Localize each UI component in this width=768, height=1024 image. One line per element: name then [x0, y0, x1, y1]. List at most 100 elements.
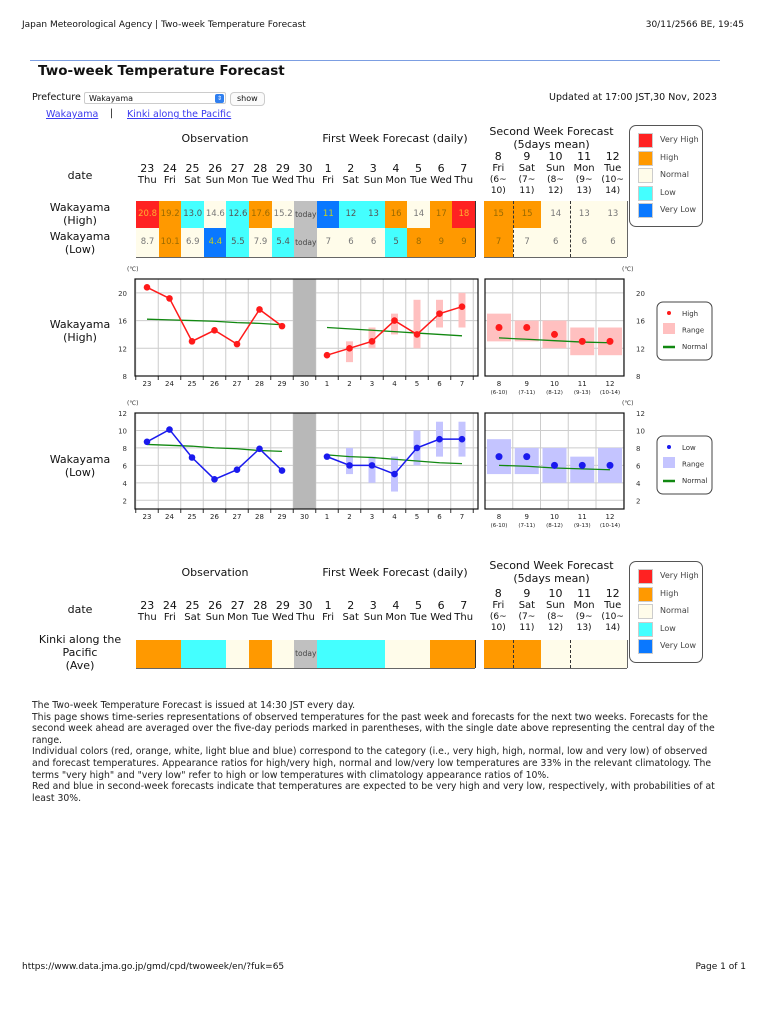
weekday: Wed	[430, 175, 452, 186]
unit-label: (℃)	[127, 400, 138, 407]
x-tick-label: 7	[460, 513, 464, 521]
second-week-cell	[541, 640, 571, 668]
second-week-cell: 13	[569, 201, 599, 228]
period-range: (6~ 10)	[489, 612, 507, 633]
x-tick-label: 1	[325, 380, 329, 388]
period-range: (6~ 10)	[489, 175, 507, 196]
x-tick-label: 8	[497, 380, 501, 388]
day-number: 23	[140, 599, 155, 612]
legend-label: Normal	[682, 477, 707, 485]
date-header: 7 Thu	[450, 600, 477, 624]
forecast-point	[346, 344, 353, 352]
day-number: 12	[605, 150, 620, 163]
weekday: Thu	[454, 612, 474, 623]
period-divider	[512, 201, 514, 257]
weekday: Tue	[409, 175, 428, 186]
x-tick-sublabel: (9-13)	[574, 523, 591, 529]
prefecture-select[interactable]: Wakayama ⇕	[84, 92, 226, 104]
second-plot-frame	[484, 412, 625, 510]
note-3: Individual colors (red, orange, white, l…	[32, 746, 712, 781]
day-number: 27	[230, 162, 245, 175]
date-header: 1 Fri	[315, 600, 342, 624]
date-header: 24 Fri	[157, 600, 184, 624]
category-legend-area: Very High High Normal Low Very Low	[629, 561, 703, 663]
chart-legend-box	[656, 435, 713, 495]
observed-point	[211, 476, 218, 483]
table-cell	[181, 640, 205, 668]
x-tick-label: 2	[347, 380, 351, 388]
second-week-point	[523, 453, 531, 461]
observed-point	[166, 295, 173, 302]
weekday: Fri	[163, 612, 176, 623]
second-week-point	[578, 337, 586, 345]
second-table-right-border	[627, 640, 628, 668]
show-button[interactable]: show	[230, 92, 265, 106]
period-divider	[569, 201, 571, 257]
second-plot-frame	[484, 278, 625, 377]
date-header: 24 Fri	[157, 163, 184, 187]
forecast-normal-line	[326, 454, 463, 465]
forecast-range-bar	[413, 299, 421, 349]
table-cell	[384, 640, 408, 668]
observed-point	[256, 445, 263, 453]
second-week-date-header: 11 Mon (9~ 13)	[570, 588, 599, 634]
weekday: Thu	[137, 612, 157, 623]
first-week-heading: First Week Forecast (daily)	[322, 132, 468, 145]
day-number: 29	[275, 162, 290, 175]
x-tick-sublabel: (7-11)	[518, 390, 535, 396]
date-header: 26 Sun	[202, 163, 229, 187]
legend-label: Normal	[682, 343, 707, 351]
today-band	[293, 279, 316, 376]
day-number: 9	[523, 150, 531, 163]
weekday: Tue	[251, 175, 269, 186]
day-number: 5	[414, 162, 422, 175]
forecast-point	[391, 317, 398, 324]
note-1: The Two-week Temperature Forecast is iss…	[32, 700, 356, 711]
table-cell: 10.1	[158, 228, 182, 257]
table-cell	[362, 640, 386, 668]
forecast-range-bar	[368, 456, 376, 483]
link-wakayama[interactable]: Wakayama	[46, 109, 99, 120]
period-range: (7~ 11)	[518, 175, 536, 196]
y-tick-label: 6	[123, 462, 128, 470]
x-tick-sublabel: (6-10)	[491, 523, 508, 529]
legend-swatch-h	[638, 150, 653, 166]
y-tick-label: 12	[118, 345, 127, 353]
weekday: Sun	[363, 612, 383, 623]
day-number: 30	[298, 599, 313, 612]
day-number: 5	[414, 599, 422, 612]
day-number: 8	[494, 150, 502, 163]
day-number: 10	[548, 587, 563, 600]
link-kinki-pacific[interactable]: Kinki along the Pacific	[127, 109, 232, 120]
y-tick-label-right: 2	[636, 497, 640, 505]
date-header: 2 Sat	[337, 163, 364, 187]
weekday: Thu	[454, 175, 474, 186]
weekday: Mon	[573, 163, 595, 174]
weekday: Tue	[409, 612, 428, 623]
date-header: 6 Wed	[428, 600, 455, 624]
row-label-low: Wakayama (Low)	[49, 230, 111, 256]
plot-frame	[134, 412, 479, 510]
table-cell: 14	[407, 201, 431, 228]
x-tick-label: 30	[300, 513, 309, 521]
prefecture-label: Prefecture	[32, 92, 81, 103]
date-header: 27 Mon	[224, 600, 251, 624]
date-header: 5 Tue	[405, 600, 432, 624]
legend-label-vh: Very High	[660, 571, 699, 580]
weekday: Thu	[137, 175, 157, 186]
second-week-date-header: 11 Mon (9~ 13)	[570, 151, 599, 197]
unit-label-right: (℃)	[622, 400, 633, 407]
weekday: Sun	[363, 175, 383, 186]
weekday: Mon	[573, 600, 595, 611]
y-tick-label-right: 12	[636, 410, 645, 418]
day-number: 3	[369, 599, 377, 612]
legend-label-vl: Very Low	[660, 205, 697, 214]
second-week-point	[495, 453, 503, 461]
day-number: 6	[437, 162, 445, 175]
x-tick-label: 4	[392, 380, 397, 388]
x-tick-label: 2	[347, 513, 351, 521]
weekday: Fri	[492, 600, 505, 611]
second-week-cell: 6	[569, 228, 599, 257]
chart-label-high: Wakayama (High)	[49, 318, 111, 344]
table-cell: 12	[339, 201, 363, 228]
